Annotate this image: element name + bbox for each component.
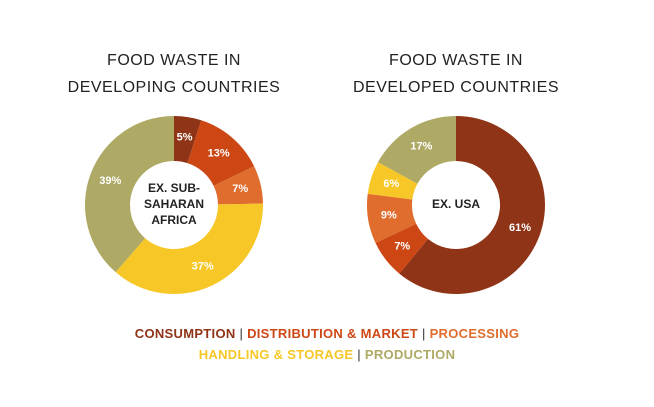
developed-slice-consumption	[399, 116, 545, 294]
developed-slice-label-production: 17%	[410, 140, 432, 152]
legend-item-consumption: CONSUMPTION	[134, 326, 236, 341]
developing-chart-title-line-1: FOOD WASTE IN	[107, 52, 241, 69]
developing-slice-label-processing: 7%	[232, 183, 248, 195]
developing-slice-label-handling: 37%	[192, 261, 214, 273]
developed-slice-label-consumption: 61%	[509, 222, 531, 234]
developed-chart-title-line-1: FOOD WASTE IN	[389, 52, 523, 69]
legend-separator: |	[353, 347, 365, 362]
legend-item-processing: PROCESSING	[429, 326, 520, 341]
developing-slice-label-production: 39%	[99, 175, 121, 187]
developed-slice-label-processing: 9%	[381, 210, 397, 222]
developing-countries-chart: FOOD WASTE IN DEVELOPING COUNTRIES 5% 13% 7%…	[68, 52, 281, 294]
developing-slice-label-consumption: 5%	[177, 132, 193, 144]
developing-center-label-line-1: EX. SUB-	[148, 181, 200, 195]
developing-center-label-line-2: SAHARAN	[144, 197, 204, 211]
developed-slice-distribution	[375, 223, 428, 274]
legend-item-production: PRODUCTION	[364, 347, 456, 362]
developed-countries-chart: FOOD WASTE IN DEVELOPED COUNTRIES 61% 7% 9% 6…	[353, 52, 559, 294]
developing-slice-processing	[213, 166, 263, 205]
developed-chart-title-line-2: DEVELOPED COUNTRIES	[353, 79, 559, 96]
developed-slice-production	[378, 116, 456, 184]
legend-separator: |	[235, 326, 248, 341]
developed-slice-handling	[367, 162, 418, 200]
developing-center-label-line-3: AFRICA	[151, 213, 197, 227]
developed-slice-processing	[367, 193, 417, 243]
legend-line-2: HANDLING & STORAGE | PRODUCTION	[0, 347, 654, 362]
developing-slice-label-distribution: 13%	[208, 148, 230, 160]
developing-chart-title-line-2: DEVELOPING COUNTRIES	[68, 79, 281, 96]
developed-slice-label-distribution: 7%	[394, 241, 410, 253]
legend-separator: |	[418, 326, 430, 341]
legend-line-1: CONSUMPTION | DISTRIBUTION & MARKET | PR…	[0, 326, 654, 341]
legend-item-handling: HANDLING & STORAGE	[198, 347, 354, 362]
developing-slice-distribution	[187, 120, 255, 186]
developing-slice-production	[85, 116, 174, 273]
developed-center-label-line-1: EX. USA	[432, 197, 480, 211]
developing-slice-handling	[115, 203, 264, 294]
developing-slice-consumption	[174, 116, 202, 164]
legend-item-distribution: DISTRIBUTION & MARKET	[247, 326, 419, 341]
developed-slice-label-handling: 6%	[383, 178, 399, 190]
